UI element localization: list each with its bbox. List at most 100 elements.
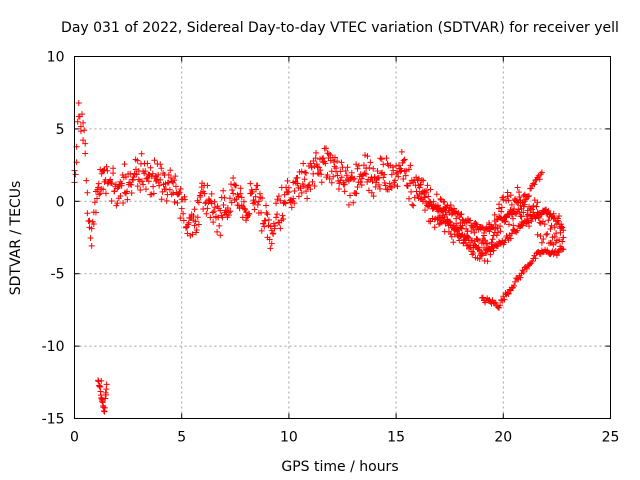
data-point — [551, 224, 558, 231]
data-point — [550, 241, 557, 248]
data-point — [142, 186, 149, 193]
data-point — [155, 179, 162, 186]
data-point — [210, 208, 217, 215]
data-point — [345, 201, 352, 208]
data-point — [198, 184, 205, 191]
data-point — [140, 181, 147, 188]
data-point — [138, 150, 145, 157]
data-point — [481, 230, 488, 237]
data-point — [357, 179, 364, 186]
data-point — [243, 217, 250, 224]
grid — [74, 56, 611, 419]
data-point — [300, 160, 307, 167]
data-point — [209, 209, 216, 216]
data-point — [157, 161, 164, 168]
data-point — [158, 165, 165, 172]
data-point — [97, 190, 104, 197]
data-point — [518, 213, 525, 220]
data-point — [512, 278, 519, 285]
data-point — [422, 207, 429, 214]
plot-frame — [74, 56, 611, 419]
data-point — [132, 166, 139, 173]
data-point — [102, 395, 109, 402]
data-point — [492, 221, 499, 228]
data-point — [114, 200, 121, 207]
data-point — [478, 240, 485, 247]
data-point — [281, 199, 288, 206]
data-point — [267, 245, 274, 252]
data-point — [556, 213, 563, 220]
data-point — [364, 153, 371, 160]
data-point — [88, 242, 95, 249]
data-point — [507, 235, 514, 242]
data-point — [298, 168, 305, 175]
data-point — [489, 236, 496, 243]
data-point — [397, 165, 404, 172]
data-point — [381, 179, 388, 186]
data-point — [264, 211, 271, 218]
data-point — [355, 162, 362, 169]
data-point — [137, 186, 144, 193]
data-point — [560, 234, 567, 241]
data-point — [472, 242, 479, 249]
data-point — [472, 219, 479, 226]
data-point — [147, 164, 154, 171]
data-point — [174, 200, 181, 207]
data-point — [81, 127, 88, 134]
data-point — [104, 167, 111, 174]
data-point — [323, 145, 330, 152]
data-point — [216, 222, 223, 229]
data-point — [75, 100, 82, 107]
data-point — [170, 190, 177, 197]
data-point — [536, 176, 543, 183]
data-point — [358, 182, 365, 189]
data-point — [504, 290, 511, 297]
data-point — [548, 222, 555, 229]
data-point — [220, 201, 227, 208]
data-point — [310, 170, 317, 177]
data-point — [230, 174, 237, 181]
data-point — [148, 191, 155, 198]
data-points — [71, 100, 567, 415]
data-point — [353, 161, 360, 168]
data-point — [185, 219, 192, 226]
data-point — [387, 183, 394, 190]
data-point — [317, 167, 324, 174]
data-point — [350, 199, 357, 206]
data-point — [82, 150, 89, 157]
data-point — [416, 184, 423, 191]
data-point — [427, 199, 434, 206]
data-point — [273, 214, 280, 221]
data-point — [320, 155, 327, 162]
data-point — [448, 211, 455, 218]
data-point — [455, 226, 462, 233]
data-point — [527, 212, 534, 219]
data-point — [177, 185, 184, 192]
data-point — [128, 190, 135, 197]
data-point — [374, 167, 381, 174]
x-tick-label: 15 — [387, 430, 405, 446]
data-point — [408, 188, 415, 195]
data-point — [556, 236, 563, 243]
data-point — [404, 182, 411, 189]
data-point — [94, 186, 101, 193]
data-point — [253, 186, 260, 193]
data-point — [291, 200, 298, 207]
data-point — [98, 377, 105, 384]
data-point — [304, 195, 311, 202]
data-point — [277, 225, 284, 232]
data-point — [447, 219, 454, 226]
data-point — [211, 204, 218, 211]
data-point — [427, 186, 434, 193]
data-point — [231, 196, 238, 203]
data-point — [301, 169, 308, 176]
data-point — [251, 199, 258, 206]
x-tick-label: 25 — [602, 430, 620, 446]
data-point — [290, 195, 297, 202]
data-point — [110, 165, 117, 172]
data-point — [503, 197, 510, 204]
x-tick-label: 10 — [280, 430, 298, 446]
data-point — [191, 206, 198, 213]
data-point — [529, 215, 536, 222]
data-point — [82, 140, 89, 147]
